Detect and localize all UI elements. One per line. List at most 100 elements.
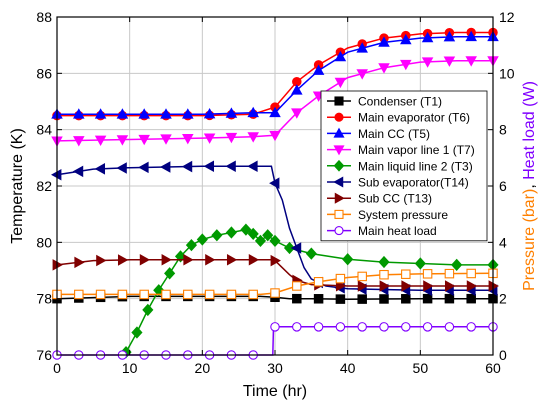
x-axis-label: Time (hr) bbox=[243, 383, 307, 400]
marker-square bbox=[466, 268, 476, 279]
y2-tick-label: 6 bbox=[499, 178, 507, 194]
marker-square bbox=[379, 269, 389, 280]
marker-square bbox=[334, 96, 344, 106]
marker-triangle-left bbox=[333, 176, 344, 188]
marker-triangle-down bbox=[138, 134, 150, 146]
marker-triangle-left bbox=[290, 242, 302, 254]
marker-triangle-down bbox=[465, 56, 477, 67]
y2-tick-label: 10 bbox=[499, 65, 515, 81]
marker-triangle-left bbox=[72, 165, 84, 178]
marker-circle bbox=[270, 322, 280, 332]
marker-triangle-right bbox=[117, 254, 129, 266]
marker-circle bbox=[335, 322, 346, 332]
y-tick-label: 88 bbox=[36, 9, 52, 25]
marker-triangle-up bbox=[225, 107, 238, 118]
marker-square bbox=[401, 269, 411, 279]
marker-triangle-up bbox=[203, 108, 216, 119]
marker-square bbox=[248, 289, 258, 300]
marker-triangle-up bbox=[247, 106, 259, 118]
legend-label: Main liquid line 2 (T3) bbox=[358, 159, 473, 173]
marker-triangle-up bbox=[160, 108, 172, 119]
marker-triangle-up bbox=[443, 31, 456, 42]
legend-label: Main evaporator (T6) bbox=[358, 111, 470, 125]
marker-triangle-right bbox=[466, 280, 478, 292]
marker-circle bbox=[334, 226, 344, 236]
marker-triangle-up bbox=[465, 30, 477, 42]
marker-triangle-left bbox=[247, 160, 258, 173]
marker-square bbox=[292, 293, 302, 304]
marker-triangle-up bbox=[333, 127, 345, 138]
legend-item: Condenser (T1) bbox=[327, 95, 442, 109]
marker-diamond bbox=[211, 229, 223, 242]
marker-circle bbox=[379, 322, 389, 332]
legend: Condenser (T1) Main evaporator (T6) Main C… bbox=[320, 90, 488, 242]
marker-triangle-down bbox=[182, 133, 194, 145]
marker-square bbox=[139, 289, 149, 300]
x-tick-label: 40 bbox=[340, 360, 356, 376]
marker-triangle-right bbox=[96, 254, 107, 267]
marker-diamond bbox=[185, 239, 198, 252]
marker-triangle-up bbox=[312, 64, 325, 75]
marker-diamond bbox=[240, 223, 252, 236]
marker-square bbox=[313, 294, 324, 304]
marker-diamond bbox=[378, 255, 390, 269]
marker-diamond bbox=[262, 229, 274, 242]
legend-label: Main vapor line 1 (T7) bbox=[358, 143, 475, 157]
y2-tick-label: 0 bbox=[499, 347, 507, 363]
marker-square bbox=[422, 293, 433, 304]
marker-square bbox=[444, 293, 455, 304]
y2-label-part: Heat load (W) bbox=[521, 81, 538, 180]
marker-triangle-up bbox=[421, 31, 434, 43]
marker-diamond bbox=[225, 226, 237, 239]
marker-triangle-up bbox=[116, 108, 129, 119]
marker-circle bbox=[422, 322, 433, 332]
marker-diamond bbox=[142, 303, 154, 317]
marker-triangle-down bbox=[269, 130, 281, 142]
x-tick-label: 60 bbox=[485, 360, 501, 376]
marker-triangle-left bbox=[181, 160, 193, 173]
marker-triangle-down bbox=[291, 108, 303, 119]
marker-triangle-down bbox=[378, 63, 390, 74]
series-line bbox=[56, 259, 493, 287]
marker-square bbox=[335, 273, 346, 284]
marker-triangle-left bbox=[203, 160, 215, 173]
marker-square bbox=[161, 289, 171, 300]
marker-diamond bbox=[164, 267, 176, 280]
marker-triangle-down bbox=[334, 77, 347, 89]
marker-diamond bbox=[247, 227, 259, 241]
marker-square bbox=[270, 288, 280, 298]
series-line bbox=[125, 228, 493, 353]
legend-item: Main heat load bbox=[327, 224, 437, 238]
legend-item: Sub evaporator(T14) bbox=[327, 176, 469, 190]
marker-triangle-right bbox=[205, 254, 216, 266]
x-tick-label: 30 bbox=[267, 360, 283, 376]
marker-circle bbox=[444, 322, 455, 332]
marker-diamond bbox=[451, 258, 463, 271]
series-8 bbox=[52, 322, 498, 360]
legend-item: System pressure bbox=[327, 208, 448, 222]
marker-square bbox=[401, 294, 411, 304]
legend-label: Sub evaporator(T14) bbox=[358, 176, 469, 190]
y-tick-label: 80 bbox=[36, 234, 52, 250]
y-tick-label: 78 bbox=[36, 291, 52, 307]
marker-triangle-right bbox=[226, 254, 238, 266]
legend-label: Main heat load bbox=[358, 224, 437, 238]
marker-triangle-down bbox=[421, 57, 434, 68]
marker-triangle-right bbox=[334, 192, 345, 204]
marker-triangle-right bbox=[423, 280, 434, 292]
marker-triangle-up bbox=[138, 108, 150, 119]
marker-triangle-up bbox=[73, 108, 85, 119]
marker-triangle-right bbox=[444, 280, 456, 292]
marker-square bbox=[444, 268, 455, 279]
marker-triangle-down bbox=[94, 135, 107, 147]
marker-square bbox=[334, 209, 344, 219]
marker-square bbox=[466, 293, 476, 304]
x-tick-label: 10 bbox=[122, 360, 138, 376]
y-tick-label: 82 bbox=[36, 178, 52, 194]
x-tick-label: 20 bbox=[195, 360, 211, 376]
marker-triangle-right bbox=[161, 254, 172, 266]
marker-triangle-left bbox=[160, 161, 171, 173]
y2-tick-label: 4 bbox=[499, 234, 507, 250]
